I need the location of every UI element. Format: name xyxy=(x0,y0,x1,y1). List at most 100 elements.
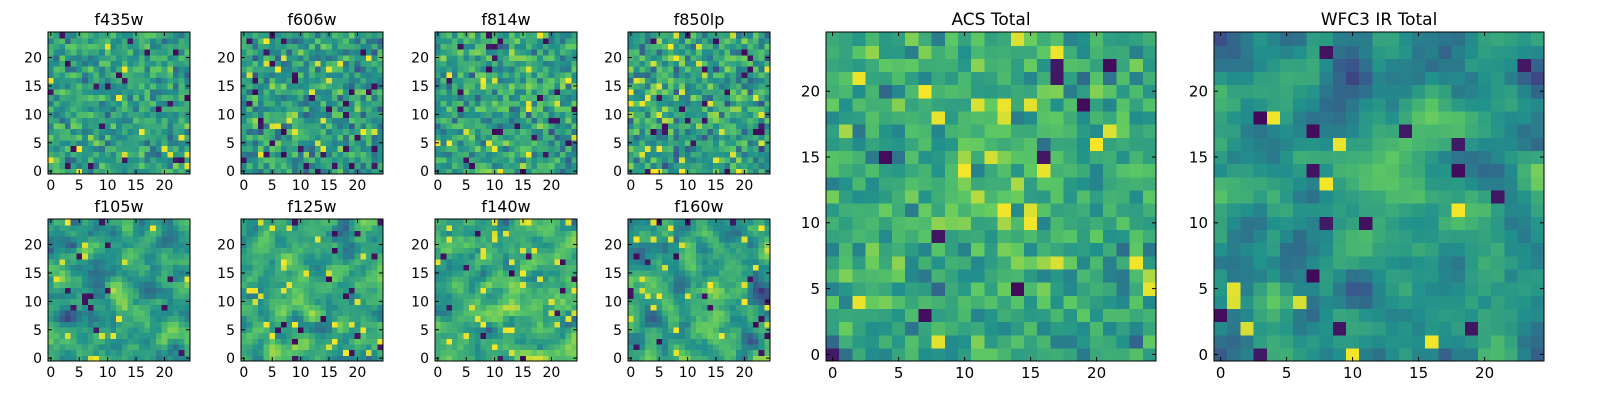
heatmap-cell xyxy=(360,298,367,305)
heatmap-cell xyxy=(446,264,453,271)
heatmap-cell xyxy=(730,37,737,44)
heatmap-cell xyxy=(150,241,157,248)
heatmap-cell xyxy=(491,162,499,169)
y-tick-label: 0 xyxy=(33,351,42,367)
heatmap-cell xyxy=(667,134,675,141)
heatmap-cell xyxy=(116,145,123,152)
heatmap-cell xyxy=(303,253,310,260)
heatmap-cell xyxy=(718,162,726,169)
heatmap-cell xyxy=(758,343,765,351)
heatmap-cell xyxy=(718,88,726,96)
heatmap-cell xyxy=(514,253,521,260)
heatmap-cell xyxy=(480,298,487,305)
heatmap-cell xyxy=(178,128,185,135)
heatmap-cell xyxy=(138,128,146,135)
heatmap-cell xyxy=(684,60,692,67)
heatmap-cell xyxy=(331,145,339,152)
heatmap-cell xyxy=(696,156,703,164)
heatmap-cell xyxy=(127,230,134,237)
heatmap-cell xyxy=(65,54,72,61)
heatmap-cell xyxy=(314,355,322,362)
heatmap-cell xyxy=(747,117,754,124)
heatmap-cell xyxy=(554,66,561,73)
heatmap-cell xyxy=(348,355,356,362)
heatmap-cell xyxy=(752,292,760,300)
heatmap-cell xyxy=(365,54,373,61)
heatmap-cell xyxy=(348,349,356,356)
heatmap-cell xyxy=(548,122,555,130)
heatmap-cell xyxy=(752,304,760,311)
heatmap-cell xyxy=(457,105,464,113)
heatmap-cell xyxy=(474,258,482,266)
heatmap-cell xyxy=(53,298,60,305)
heatmap-cell xyxy=(520,275,527,283)
heatmap-cell xyxy=(314,134,322,141)
heatmap-cell xyxy=(104,281,112,288)
heatmap-cell xyxy=(435,224,442,231)
heatmap-cell xyxy=(548,77,555,84)
heatmap-cell xyxy=(377,309,384,317)
heatmap-cell xyxy=(662,66,669,73)
heatmap-cell xyxy=(246,105,253,113)
heatmap-cell xyxy=(320,230,327,237)
heatmap-cell xyxy=(144,100,151,107)
heatmap-cell xyxy=(735,77,743,84)
heatmap-cell xyxy=(377,219,384,226)
heatmap-cell xyxy=(104,43,112,50)
heatmap-cell xyxy=(241,134,248,141)
heatmap-cell xyxy=(292,128,299,135)
heatmap-cell xyxy=(167,66,174,73)
heatmap-cell xyxy=(446,94,453,101)
heatmap-cell xyxy=(138,241,146,248)
heatmap-cell xyxy=(70,309,77,317)
heatmap-cell xyxy=(667,326,675,334)
heatmap-cell xyxy=(292,298,299,305)
heatmap-cell xyxy=(752,32,760,39)
heatmap-cell xyxy=(331,77,339,84)
heatmap-cell xyxy=(650,270,657,277)
heatmap-cell xyxy=(537,134,544,141)
heatmap-cell xyxy=(87,349,95,356)
heatmap-cell xyxy=(440,49,447,56)
heatmap-cell xyxy=(172,60,180,67)
heatmap-cell xyxy=(371,326,378,334)
heatmap-cell xyxy=(343,122,350,130)
heatmap-cell xyxy=(497,258,504,266)
x-tick-label: 5 xyxy=(462,365,471,381)
heatmap-cell xyxy=(348,275,356,283)
heatmap-cell xyxy=(713,281,720,288)
heatmap-cell xyxy=(246,88,253,96)
heatmap-cell xyxy=(377,60,384,67)
heatmap-cell xyxy=(662,139,669,147)
heatmap-cell xyxy=(104,134,112,141)
heatmap-cell xyxy=(491,83,499,90)
heatmap-cell xyxy=(673,94,680,101)
heatmap-cell xyxy=(99,54,106,61)
heatmap-cell xyxy=(48,105,55,113)
heatmap-cell xyxy=(343,134,350,141)
heatmap-cell xyxy=(104,37,112,44)
heatmap-cell xyxy=(297,105,305,113)
heatmap-cell xyxy=(520,343,527,351)
heatmap-cell xyxy=(446,298,453,305)
heatmap-cell xyxy=(764,304,771,311)
heatmap-cell xyxy=(331,111,339,118)
heatmap-cell xyxy=(48,275,55,283)
heatmap-cell xyxy=(331,275,339,283)
heatmap-cell xyxy=(435,134,442,141)
heatmap-cell xyxy=(252,241,259,248)
heatmap-cell xyxy=(474,168,482,175)
heatmap-cell xyxy=(110,270,117,277)
heatmap-cell xyxy=(531,224,538,231)
heatmap-cell xyxy=(70,139,77,147)
heatmap-cell xyxy=(571,281,578,288)
heatmap-cell xyxy=(565,247,572,254)
heatmap-cell xyxy=(752,49,760,56)
heatmap-cell xyxy=(269,264,276,271)
heatmap-cell xyxy=(348,304,356,311)
heatmap-cell xyxy=(337,247,344,254)
heatmap-cell xyxy=(735,139,743,147)
heatmap-cell xyxy=(514,315,521,322)
heatmap-cell xyxy=(292,134,299,141)
heatmap-cell xyxy=(452,253,459,260)
